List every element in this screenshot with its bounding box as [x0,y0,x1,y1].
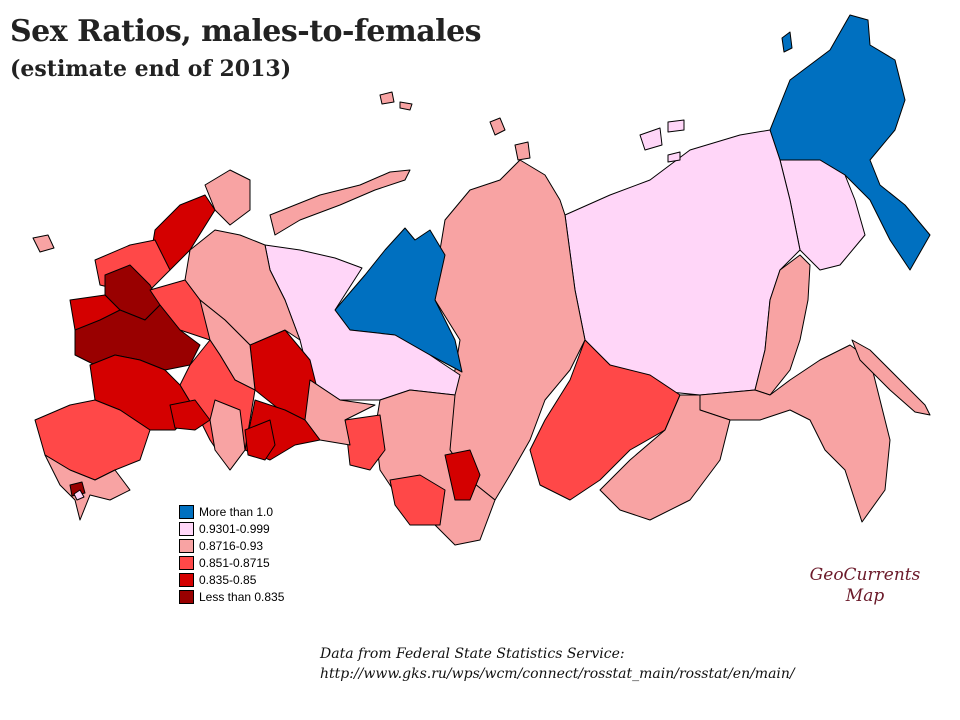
legend-swatch [179,538,194,553]
legend-label: More than 1.0 [199,504,274,519]
region-crimea-small [73,489,85,501]
legend-label: 0.8716-0.93 [199,538,264,553]
legend-label: 0.9301-0.999 [199,521,270,536]
legend-item: 0.9301-0.999 [179,520,284,537]
map-subtitle: (estimate end of 2013) [10,56,292,82]
legend-item: More than 1.0 [179,503,284,520]
map-title: Sex Ratios, males-to-females [10,14,482,49]
region-sakhalin [851,339,931,416]
legend-item: 0.8716-0.93 [179,537,284,554]
source-line-1: Data from Federal State Statistics Servi… [320,646,625,662]
region-amur [699,344,891,523]
legend-label: 0.835-0.85 [199,572,257,587]
source-url: http://www.gks.ru/wps/wcm/connect/rossta… [320,666,795,682]
legend-item: 0.835-0.85 [179,571,284,588]
region-arctic-islands [639,119,685,163]
data-source: Data from Federal State Statistics Servi… [320,644,795,684]
legend-swatch [179,555,194,570]
region-kaliningrad [32,234,55,253]
region-central-red [69,294,121,331]
region-irkutsk [529,339,681,501]
region-saratov [169,399,211,431]
region-chukotka [769,14,931,271]
geocurrents-brand: GeoCurrents Map [795,565,935,607]
region-omsk [344,414,386,471]
region-franz-josef [379,91,413,111]
region-kemerovo [444,449,481,501]
region-novaya-zemlya [269,169,411,236]
brand-line-2: Map [845,586,885,606]
region-murmansk [204,169,251,226]
brand-line-1: GeoCurrents [809,565,921,585]
legend-swatch [179,589,194,604]
region-khabarovsk [754,254,811,396]
legend-label: Less than 0.835 [199,589,285,604]
legend-swatch [179,521,194,536]
region-islands-ne [781,31,793,53]
legend-swatch [179,504,194,519]
region-caucasus [44,454,131,521]
region-zabaikalsky [599,394,731,521]
region-astrakhan [209,399,246,471]
region-taymyr-islands [489,117,531,161]
legend-swatch [179,572,194,587]
legend-item: Less than 0.835 [179,588,284,605]
legend-label: 0.851-0.8715 [199,555,270,570]
legend: More than 1.0 0.9301-0.999 0.8716-0.93 0… [179,503,284,605]
region-altai [389,474,446,526]
region-south-siberia [374,389,496,546]
legend-item: 0.851-0.8715 [179,554,284,571]
region-orenburg [244,419,276,461]
